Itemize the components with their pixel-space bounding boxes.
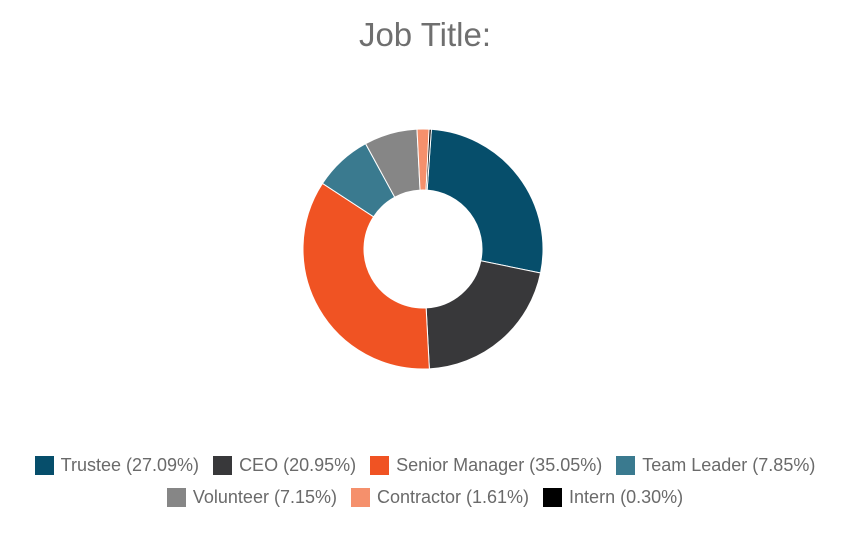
legend-label-contractor: Contractor (1.61%): [376, 486, 530, 507]
legend-row-2: Volunteer (7.15%) Contractor (1.61%) Int…: [0, 481, 850, 513]
legend: Trustee (27.09%) CEO (20.95%) Senior Man…: [0, 449, 850, 513]
chart-title: Job Title:: [358, 16, 492, 53]
legend-item-ceo[interactable]: CEO (20.95%): [213, 455, 356, 476]
legend-label-senior-manager: Senior Manager (35.05%): [396, 454, 603, 475]
legend-item-trustee[interactable]: Trustee (27.09%): [34, 454, 200, 476]
legend-item-team-leader[interactable]: Team Leader (7.85%): [616, 455, 815, 476]
legend-label-trustee: Trustee (27.09%): [60, 454, 200, 475]
legend-swatch-contractor: [350, 487, 370, 507]
donut-chart: [302, 128, 544, 370]
slice-intern[interactable]: [425, 128, 432, 191]
legend-swatch-team-leader: [616, 455, 636, 475]
legend-item-volunteer[interactable]: Volunteer (7.15%): [166, 486, 337, 508]
legend-swatch-ceo: [213, 455, 233, 475]
legend-swatch-senior-manager: [370, 455, 390, 475]
legend-label-ceo: CEO (20.95%): [239, 454, 357, 475]
slice-trustee[interactable]: [426, 128, 544, 274]
legend-label-intern: Intern (0.30%): [569, 486, 684, 507]
slice-senior-manager[interactable]: [302, 182, 430, 370]
legend-swatch-intern: [543, 487, 563, 507]
legend-label-volunteer: Volunteer (7.15%): [192, 486, 337, 507]
legend-item-contractor[interactable]: Contractor (1.61%): [350, 486, 530, 508]
slice-ceo[interactable]: [425, 260, 542, 370]
legend-item-intern[interactable]: Intern (0.30%): [543, 487, 683, 508]
legend-item-senior-manager[interactable]: Senior Manager (35.05%): [370, 455, 602, 476]
legend-swatch-volunteer: [166, 487, 186, 507]
legend-row-1: Trustee (27.09%) CEO (20.95%) Senior Man…: [0, 449, 850, 481]
legend-swatch-trustee: [34, 455, 54, 475]
legend-label-team-leader: Team Leader (7.85%): [642, 454, 816, 475]
